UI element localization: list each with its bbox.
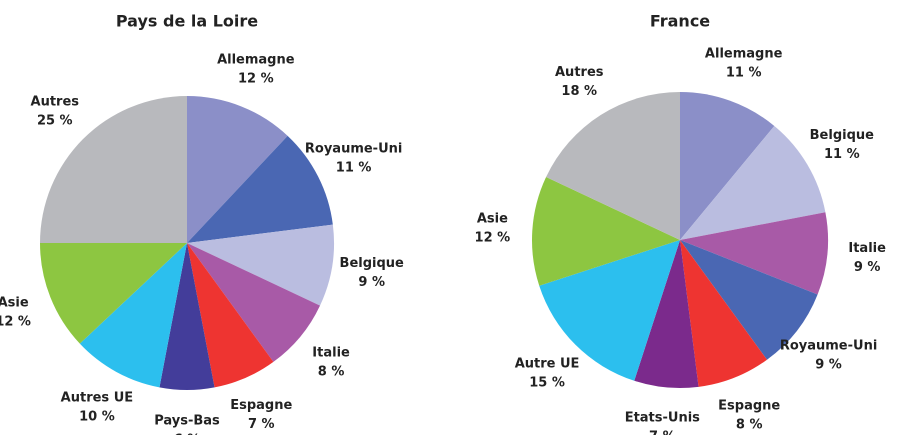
pie-slice xyxy=(680,212,828,295)
pie-slice xyxy=(79,243,187,388)
pie-slice xyxy=(680,125,826,240)
slice-value-label: 9 % xyxy=(815,358,842,373)
slice-label: Italie xyxy=(848,241,886,256)
slice-label: Italie xyxy=(312,346,350,361)
chart-title: France xyxy=(650,12,710,31)
slice-label: Royaume-Uni xyxy=(780,339,877,354)
slice-value-label: 11 % xyxy=(824,147,860,162)
slice-label: Autres xyxy=(31,94,80,109)
slice-value-label: 8 % xyxy=(736,417,763,432)
chart-title: Pays de la Loire xyxy=(116,12,258,31)
slice-value-label: 9 % xyxy=(358,275,385,290)
slice-value-label: 18 % xyxy=(561,84,597,99)
slice-value-label: 25 % xyxy=(37,113,73,128)
pie-slice xyxy=(187,135,333,243)
pie-slice xyxy=(680,92,775,240)
pie-slice xyxy=(634,240,699,388)
slice-value-label: 7 % xyxy=(649,430,676,435)
pie-slice xyxy=(187,243,321,362)
slice-value-label: 12 % xyxy=(475,231,511,246)
pie-slice xyxy=(680,240,767,387)
slice-value-label: 10 % xyxy=(79,409,115,424)
slice-label: Allemagne xyxy=(217,53,295,68)
slice-value-label: 8 % xyxy=(318,365,345,380)
pie-slice xyxy=(546,92,680,240)
pie-slice xyxy=(40,96,187,243)
slice-label: Belgique xyxy=(810,128,875,143)
slice-label: Etats-Unis xyxy=(625,411,700,426)
slice-value-label: 6 % xyxy=(174,433,201,435)
pie-slice xyxy=(532,176,680,286)
pie-slice xyxy=(40,243,187,344)
slice-value-label: 9 % xyxy=(854,260,881,275)
slice-label: Royaume-Uni xyxy=(305,142,402,157)
pie-slice xyxy=(539,240,680,381)
pie-slice xyxy=(187,243,274,388)
slice-label: Pays-Bas xyxy=(154,414,220,429)
slice-label: Autres xyxy=(555,65,604,80)
slice-label: Asie xyxy=(0,295,29,310)
slice-value-label: 11 % xyxy=(336,161,372,176)
slice-value-label: 15 % xyxy=(529,375,565,390)
slice-value-label: 7 % xyxy=(248,417,275,432)
slice-label: Autre UE xyxy=(515,356,580,371)
pie-slice xyxy=(187,224,334,306)
pie-slice xyxy=(680,240,818,360)
slice-label: Asie xyxy=(477,212,508,227)
slice-label: Espagne xyxy=(718,398,780,413)
slice-value-label: 11 % xyxy=(726,66,762,81)
slice-label: Belgique xyxy=(340,256,405,271)
slice-label: Espagne xyxy=(230,398,292,413)
pie-slice xyxy=(159,243,215,391)
slice-value-label: 12 % xyxy=(0,314,31,329)
pie-slice xyxy=(187,96,288,243)
slice-value-label: 12 % xyxy=(238,72,274,87)
slice-label: Autres UE xyxy=(61,390,133,405)
slice-label: Allemagne xyxy=(705,47,783,62)
